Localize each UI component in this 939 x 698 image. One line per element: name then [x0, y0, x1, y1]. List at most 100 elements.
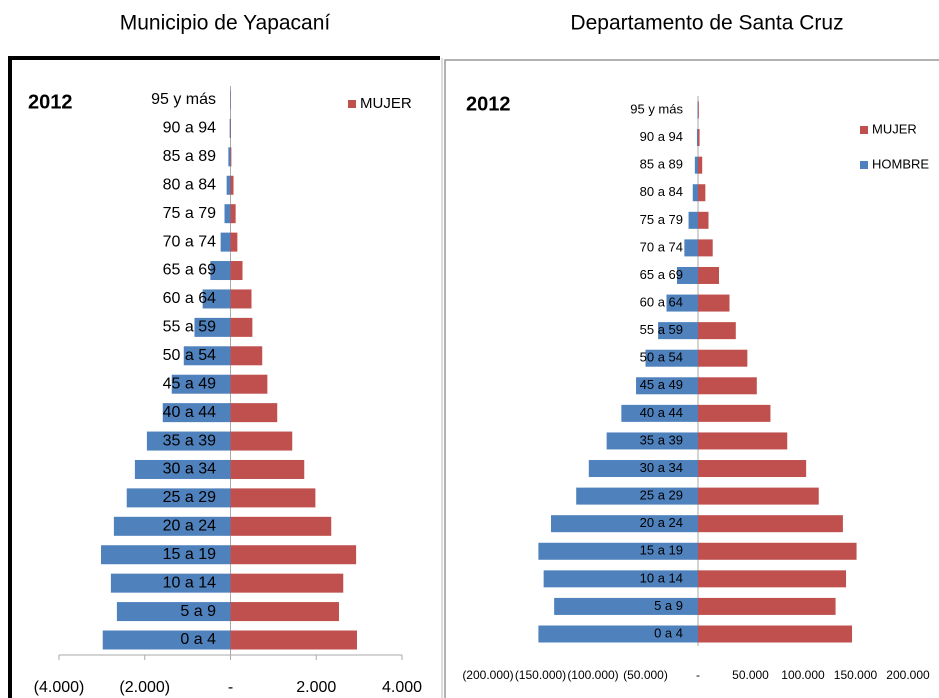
x-tick-label: 150.000 — [834, 668, 878, 682]
legend-label: MUJER — [872, 121, 917, 136]
bar — [698, 349, 748, 367]
bar — [230, 175, 234, 195]
category-label: 95 y más — [151, 91, 216, 108]
x-tick-label: (100.000) — [567, 668, 618, 682]
bar — [171, 374, 231, 394]
bar — [698, 129, 700, 147]
bar — [636, 377, 698, 395]
bar — [230, 261, 243, 281]
bar — [230, 573, 344, 593]
bar — [230, 346, 263, 366]
bar — [554, 597, 698, 615]
bar — [698, 460, 807, 478]
bar — [698, 404, 771, 422]
bar — [696, 129, 698, 147]
bar — [698, 184, 706, 202]
category-label: 0 a 4 — [654, 625, 683, 640]
category-label: 5 a 9 — [180, 603, 216, 620]
bar — [698, 515, 843, 533]
bar — [229, 118, 231, 138]
category-label: 55 a 59 — [640, 322, 683, 337]
chart-subtitle: 2012 — [466, 93, 511, 115]
category-label: 60 a 64 — [640, 294, 683, 309]
bar — [224, 204, 231, 224]
bar — [230, 488, 316, 508]
bar — [183, 346, 231, 366]
bar — [677, 266, 698, 284]
x-tick-label: (50.000) — [623, 668, 668, 682]
x-tick-label: 200.000 — [886, 668, 930, 682]
x-tick-label: 4.000 — [382, 679, 422, 696]
x-tick-label: - — [228, 679, 233, 696]
bar — [621, 404, 698, 422]
bar — [210, 261, 231, 281]
bar — [688, 211, 698, 229]
bar — [110, 573, 231, 593]
bar — [698, 487, 819, 505]
category-label: 85 a 89 — [163, 148, 216, 165]
category-label: 40 a 44 — [640, 405, 683, 420]
bar — [230, 232, 238, 252]
x-tick-label: (150.000) — [515, 668, 566, 682]
x-tick-label: (200.000) — [462, 668, 513, 682]
category-label: 25 a 29 — [640, 488, 683, 503]
legend-swatch — [860, 126, 868, 134]
legend-swatch — [860, 161, 868, 169]
bar — [692, 184, 698, 202]
category-label: 60 a 64 — [163, 290, 216, 307]
chart-title: Departamento de Santa Cruz — [570, 12, 843, 35]
category-label: 10 a 14 — [163, 574, 216, 591]
legend-label: MUJER — [360, 95, 412, 112]
right-frame — [444, 59, 939, 698]
x-tick-label: (4.000) — [34, 679, 85, 696]
category-label: 65 a 69 — [640, 267, 683, 282]
bar — [666, 294, 698, 312]
category-label: 5 a 9 — [654, 598, 683, 613]
bar — [220, 232, 231, 252]
bar — [230, 403, 278, 423]
category-label: 20 a 24 — [640, 515, 683, 530]
bar — [230, 516, 332, 536]
bar — [606, 432, 698, 450]
bar — [230, 204, 236, 224]
bar — [588, 460, 698, 478]
bar — [697, 101, 698, 119]
bar — [126, 488, 231, 508]
bar — [551, 515, 698, 533]
bar — [113, 516, 231, 536]
bar — [134, 459, 231, 479]
bar — [146, 431, 231, 451]
category-label: 70 a 74 — [640, 239, 683, 254]
chart-title: Municipio de Yapacaní — [120, 12, 331, 35]
bar — [202, 289, 231, 309]
category-label: 50 a 54 — [640, 350, 683, 365]
category-label: 30 a 34 — [163, 461, 216, 478]
category-label: 95 y más — [630, 101, 683, 116]
x-tick-label: - — [696, 668, 700, 682]
category-label: 90 a 94 — [640, 129, 683, 144]
bar — [230, 317, 253, 337]
bar — [698, 570, 847, 588]
bar — [698, 294, 730, 312]
category-label: 15 a 19 — [640, 543, 683, 558]
bar — [576, 487, 698, 505]
bar — [698, 322, 736, 340]
bar — [698, 625, 853, 643]
bar — [698, 542, 857, 560]
category-label: 75 a 79 — [640, 212, 683, 227]
category-label: 80 a 84 — [640, 184, 683, 199]
bar — [543, 570, 698, 588]
bar — [658, 322, 698, 340]
bar — [230, 602, 339, 622]
category-label: 25 a 29 — [163, 489, 216, 506]
x-tick-label: (2.000) — [119, 679, 170, 696]
bar — [698, 239, 713, 257]
category-label: 65 a 69 — [163, 262, 216, 279]
bar — [538, 542, 698, 560]
bar — [230, 431, 293, 451]
chart-subtitle: 2012 — [28, 91, 73, 113]
bar — [698, 101, 699, 119]
category-label: 55 a 59 — [163, 319, 216, 336]
category-label: 30 a 34 — [640, 460, 683, 475]
category-label: 0 a 4 — [180, 631, 216, 648]
